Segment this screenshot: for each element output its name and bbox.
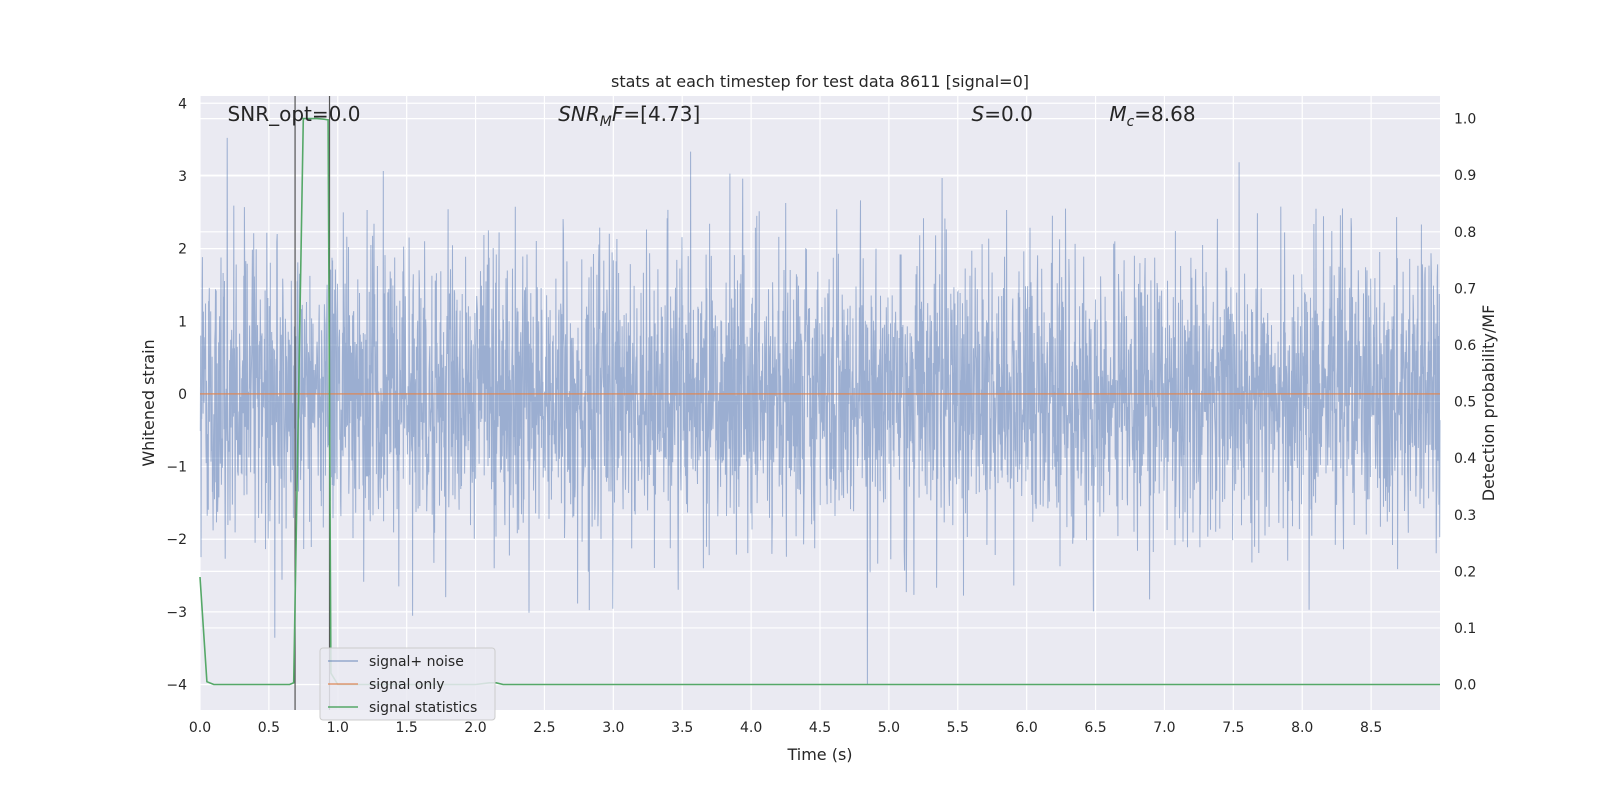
y-left-tick-label: 1 — [178, 314, 187, 330]
x-tick-label: 5.5 — [947, 720, 969, 736]
x-tick-label: 0.0 — [189, 720, 211, 736]
x-tick-label: 2.5 — [533, 720, 555, 736]
x-tick-label: 5.0 — [878, 720, 900, 736]
y-right-tick-label: 1.0 — [1454, 112, 1476, 128]
y-left-tick-label: 2 — [178, 242, 187, 258]
y-left-tick-label: −3 — [166, 605, 187, 621]
annotation-text: SNRMF=[4.73] — [558, 102, 700, 130]
x-tick-label: 0.5 — [258, 720, 280, 736]
y-right-tick-label: 0.0 — [1454, 678, 1476, 694]
y-right-tick-label: 0.6 — [1454, 338, 1476, 354]
annotation-text: SNR_opt=0.0 — [228, 102, 361, 126]
y-left-tick-label: −2 — [166, 532, 187, 548]
y-right-tick-label: 0.1 — [1454, 621, 1476, 637]
x-tick-label: 8.5 — [1360, 720, 1382, 736]
y-right-tick-label: 0.4 — [1454, 451, 1476, 467]
legend-label-signal-only: signal only — [369, 677, 444, 693]
y-right-tick-label: 0.2 — [1454, 564, 1476, 580]
y-axis-left-label: Whitened strain — [139, 339, 158, 466]
annotation-text: S=0.0 — [972, 102, 1033, 126]
x-tick-label: 2.0 — [464, 720, 486, 736]
x-tick-label: 1.5 — [396, 720, 418, 736]
y-axis-right-label: Detection probability/MF — [1479, 305, 1498, 502]
x-tick-label: 3.0 — [602, 720, 624, 736]
noise-series — [199, 137, 1441, 685]
series-signal-noise — [199, 137, 1441, 685]
axis-ticks: 0.0 0.5 1.0 1.5 2.0 2.5 3.0 3.5 4.0 4.5 5.0 5.5 6.0 6… — [166, 96, 1476, 736]
legend-label-signal-statistics: signal statistics — [369, 700, 477, 716]
x-axis-label: Time (s) — [786, 745, 852, 764]
x-tick-label: 1.0 — [327, 720, 349, 736]
x-tick-label: 7.0 — [1153, 720, 1175, 736]
chart-title: stats at each timestep for test data 861… — [611, 72, 1029, 91]
x-tick-label: 7.5 — [1222, 720, 1244, 736]
x-tick-label: 4.0 — [740, 720, 762, 736]
y-right-tick-label: 0.7 — [1454, 281, 1476, 297]
y-left-tick-label: 0 — [178, 387, 187, 403]
x-tick-label: 4.5 — [809, 720, 831, 736]
x-tick-label: 8.0 — [1291, 720, 1313, 736]
annotations: SNR_opt=0.0 SNRMF=[4.73] S=0.0 Mc=8.68 — [228, 102, 1196, 130]
legend-label-signal-noise: signal+ noise — [369, 654, 464, 670]
y-left-tick-label: 3 — [178, 169, 187, 185]
y-right-tick-label: 0.3 — [1454, 508, 1476, 524]
y-right-tick-label: 0.8 — [1454, 225, 1476, 241]
x-tick-label: 6.0 — [1016, 720, 1038, 736]
y-left-tick-label: −4 — [166, 678, 187, 694]
y-right-tick-label: 0.9 — [1454, 168, 1476, 184]
y-right-tick-label: 0.5 — [1454, 395, 1476, 411]
legend-box — [319, 647, 496, 721]
legend: signal+ noise signal only signal statist… — [319, 647, 496, 721]
x-tick-label: 3.5 — [671, 720, 693, 736]
annotation-text: Mc=8.68 — [1109, 102, 1195, 130]
x-tick-label: 6.5 — [1084, 720, 1106, 736]
y-left-tick-label: 4 — [178, 96, 187, 112]
y-left-tick-label: −1 — [166, 460, 187, 476]
